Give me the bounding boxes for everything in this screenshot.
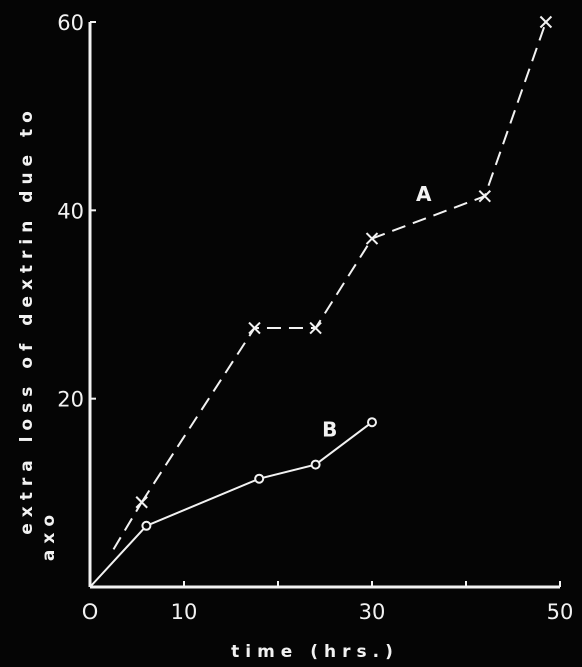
series-a-point xyxy=(248,321,261,335)
series-a-point xyxy=(309,321,322,335)
x-tick-label: 50 xyxy=(547,600,574,624)
y-tick-label: 60 xyxy=(57,11,84,35)
labels-layer: time (hrs.) extra loss of dextrin due toa… xyxy=(17,105,432,662)
x-marker-stroke xyxy=(248,321,261,335)
x-marker-stroke xyxy=(309,321,322,335)
x-tick-label: 30 xyxy=(359,600,386,624)
x-tick-label: O xyxy=(82,600,99,624)
x-marker-stroke xyxy=(478,190,492,203)
series-b-point xyxy=(367,417,377,428)
series-a-point xyxy=(539,15,553,29)
series-b-point xyxy=(141,520,152,531)
series-b-point xyxy=(310,459,321,470)
series-b-point xyxy=(254,473,265,484)
y-tick-label: 20 xyxy=(57,388,84,412)
y-tick-label: 40 xyxy=(57,199,84,223)
x-tick-label: 10 xyxy=(171,600,198,624)
series-a-line xyxy=(140,21,547,503)
x-axis-title: time (hrs.) xyxy=(231,642,399,662)
series-layer xyxy=(89,15,553,588)
series-a-point xyxy=(135,496,148,509)
annotation-a: A xyxy=(416,182,432,206)
x-marker-stroke xyxy=(539,15,553,29)
series-a-lead-segment xyxy=(112,501,143,550)
x-marker-stroke xyxy=(135,496,148,509)
series-a-point xyxy=(365,232,379,245)
x-marker-stroke xyxy=(365,232,379,245)
axes: O 10 30 50 20 40 60 xyxy=(57,11,573,624)
annotation-b: B xyxy=(322,417,337,441)
series-a-point xyxy=(478,190,492,203)
y-axis-title: extra loss of dextrin due to xyxy=(17,105,37,535)
y-axis-title-line2: axo xyxy=(39,509,59,561)
